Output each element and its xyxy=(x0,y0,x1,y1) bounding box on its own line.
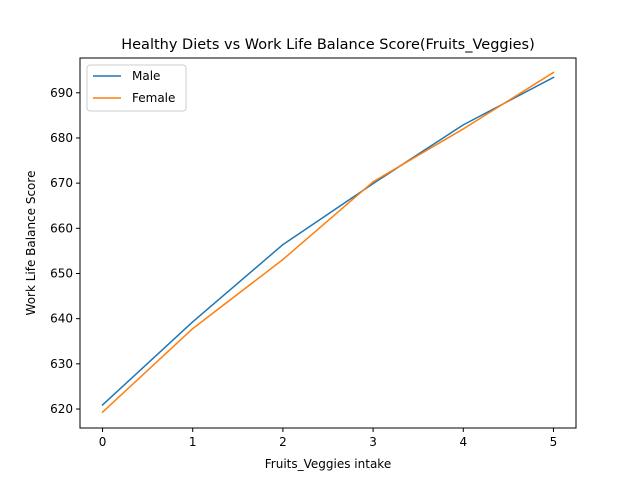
y-tick-label: 670 xyxy=(50,176,73,190)
y-tick-label: 650 xyxy=(50,266,73,280)
y-tick-label: 640 xyxy=(50,312,73,326)
x-tick-label: 3 xyxy=(369,435,377,449)
y-tick-label: 660 xyxy=(50,221,73,235)
y-axis-label: Work Life Balance Score xyxy=(24,171,38,316)
x-axis-ticks: 0 1 2 3 4 5 xyxy=(99,428,558,449)
y-tick-label: 620 xyxy=(50,402,73,416)
y-axis-ticks: 620 630 640 650 660 670 680 690 xyxy=(50,86,80,416)
series-line-male xyxy=(101,76,555,407)
series-line-female xyxy=(101,71,555,414)
plot-area xyxy=(79,57,577,429)
legend-label-male: Male xyxy=(132,69,160,83)
x-axis-label: Fruits_Veggies intake xyxy=(265,457,391,471)
legend: Male Female xyxy=(86,64,187,112)
y-tick-label: 680 xyxy=(50,131,73,145)
plot-frame xyxy=(79,57,577,429)
chart-title: Healthy Diets vs Work Life Balance Score… xyxy=(121,37,535,53)
legend-label-female: Female xyxy=(132,91,175,105)
x-tick-label: 5 xyxy=(550,435,558,449)
x-tick-label: 1 xyxy=(189,435,197,449)
x-tick-label: 2 xyxy=(279,435,287,449)
series-layer xyxy=(101,71,555,414)
y-tick-label: 690 xyxy=(50,86,73,100)
x-tick-label: 4 xyxy=(459,435,467,449)
x-tick-label: 0 xyxy=(99,435,107,449)
y-tick-label: 630 xyxy=(50,357,73,371)
